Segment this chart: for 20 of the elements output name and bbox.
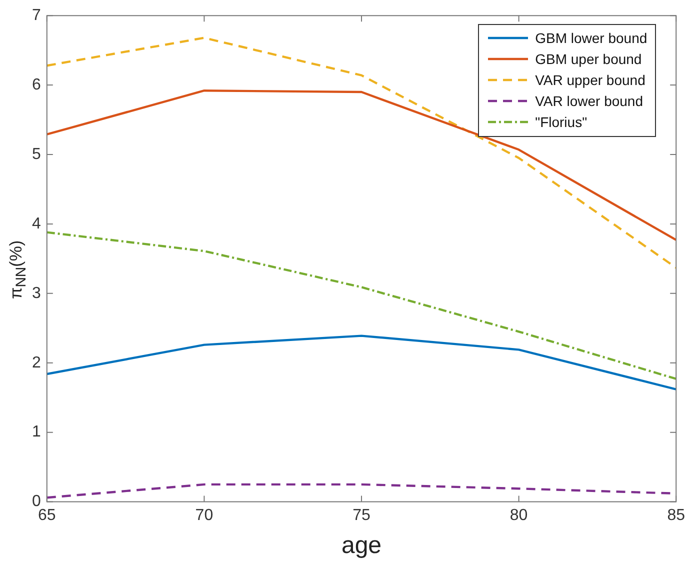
- x-tick-label: 70: [195, 506, 214, 524]
- x-tick-label: 65: [38, 506, 56, 524]
- legend-label: VAR upper bound: [535, 72, 646, 88]
- y-tick-label: 2: [32, 354, 41, 372]
- legend-label: "Florius": [535, 114, 588, 130]
- legend-label: GBM lower bound: [535, 30, 648, 46]
- x-tick-label: 85: [667, 506, 686, 524]
- y-tick-label: 6: [32, 76, 41, 94]
- y-tick-label: 7: [32, 7, 41, 24]
- y-tick-label: 3: [32, 284, 41, 302]
- y-tick-label: 0: [32, 493, 41, 510]
- y-tick-label: 4: [32, 215, 41, 232]
- line-series: [46, 231, 676, 380]
- x-axis-title: age: [340, 532, 383, 560]
- x-tick-label: 80: [510, 506, 528, 524]
- legend-label: GBM uper bound: [535, 51, 642, 68]
- y-tick-label: 1: [32, 424, 41, 441]
- y-tick-label: 5: [32, 146, 41, 163]
- legend-label: VAR lower bound: [535, 93, 644, 110]
- x-tick-label: 75: [352, 506, 370, 524]
